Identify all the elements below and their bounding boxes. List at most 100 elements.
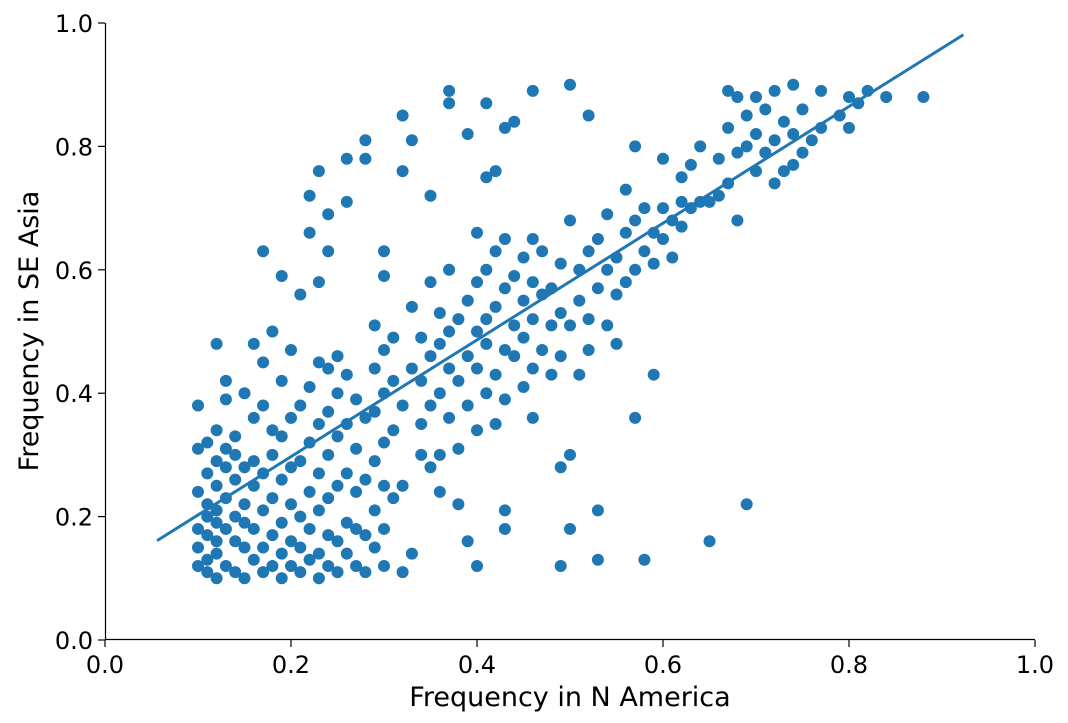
data-point	[591, 282, 604, 295]
data-point	[629, 263, 642, 276]
data-point	[740, 498, 753, 511]
data-point	[684, 158, 697, 171]
data-point	[285, 559, 297, 572]
data-point	[340, 467, 353, 480]
data-point	[489, 165, 502, 178]
data-point	[247, 553, 260, 566]
data-point	[229, 473, 242, 486]
data-point	[192, 541, 204, 554]
data-point	[508, 319, 521, 332]
data-point	[312, 165, 325, 178]
data-point	[368, 319, 381, 332]
data-point	[415, 418, 428, 431]
data-point	[210, 337, 223, 350]
data-point	[210, 547, 223, 560]
data-point	[722, 84, 735, 97]
data-point	[461, 535, 474, 548]
data-point	[433, 485, 446, 498]
data-point	[471, 325, 483, 338]
data-point	[443, 97, 456, 110]
data-point	[210, 535, 223, 548]
data-point	[359, 152, 372, 165]
data-point	[210, 424, 223, 437]
data-point	[443, 263, 456, 276]
data-point	[712, 189, 725, 202]
data-point	[554, 350, 567, 363]
data-point	[768, 84, 781, 97]
data-point	[266, 559, 279, 572]
data-point	[601, 263, 614, 276]
data-point	[443, 325, 456, 338]
data-point	[294, 288, 307, 301]
data-point	[396, 399, 409, 412]
data-point	[340, 152, 353, 165]
data-point	[229, 430, 242, 443]
data-point	[768, 177, 781, 190]
data-point	[591, 232, 604, 245]
data-point	[257, 356, 270, 369]
data-point	[489, 368, 502, 381]
data-point	[378, 436, 390, 449]
data-point	[657, 152, 669, 165]
data-point	[312, 356, 325, 369]
data-point	[238, 516, 251, 529]
data-point	[378, 522, 390, 535]
data-point	[247, 455, 260, 468]
data-point	[312, 572, 325, 585]
data-point	[331, 387, 344, 400]
data-point	[526, 276, 539, 289]
data-point	[210, 504, 223, 517]
data-point	[638, 202, 651, 215]
data-point	[610, 337, 623, 350]
data-point	[322, 362, 335, 375]
data-point	[378, 559, 390, 572]
data-point	[294, 541, 307, 554]
data-point	[657, 202, 669, 215]
data-point	[647, 368, 660, 381]
data-point	[554, 461, 567, 474]
data-point	[312, 276, 325, 289]
data-point	[415, 331, 428, 344]
data-point	[619, 226, 632, 239]
data-point	[433, 448, 446, 461]
data-point	[508, 350, 521, 363]
data-point	[219, 461, 232, 474]
y-tick-label: 1.0	[55, 10, 93, 38]
data-point	[368, 504, 381, 517]
data-point	[331, 566, 344, 579]
data-point	[526, 313, 539, 326]
data-point	[796, 103, 809, 116]
data-point	[322, 529, 335, 542]
data-point	[312, 547, 325, 560]
data-point	[629, 214, 642, 227]
data-point	[266, 448, 279, 461]
data-point	[275, 547, 288, 560]
data-point	[210, 455, 223, 468]
data-point	[396, 566, 409, 579]
data-point	[424, 399, 437, 412]
data-point	[433, 387, 446, 400]
data-point	[322, 559, 335, 572]
data-point	[378, 269, 390, 282]
data-point	[238, 498, 251, 511]
y-tick-label: 0.0	[55, 627, 93, 655]
data-point	[694, 140, 707, 153]
data-point	[703, 535, 716, 548]
data-point	[247, 522, 260, 535]
data-point	[638, 553, 651, 566]
data-point	[564, 78, 576, 91]
data-point	[591, 504, 604, 517]
data-point	[508, 269, 521, 282]
data-point	[536, 245, 549, 258]
x-tick-label: 0.4	[458, 651, 496, 679]
data-point	[517, 294, 530, 307]
data-point	[238, 572, 251, 585]
data-point	[564, 448, 576, 461]
data-point	[257, 566, 270, 579]
data-point	[350, 485, 363, 498]
x-tick-label: 1.0	[1016, 651, 1054, 679]
data-point	[517, 381, 530, 394]
data-point	[396, 479, 409, 492]
data-point	[750, 91, 762, 104]
x-tick-label: 0.2	[272, 651, 310, 679]
